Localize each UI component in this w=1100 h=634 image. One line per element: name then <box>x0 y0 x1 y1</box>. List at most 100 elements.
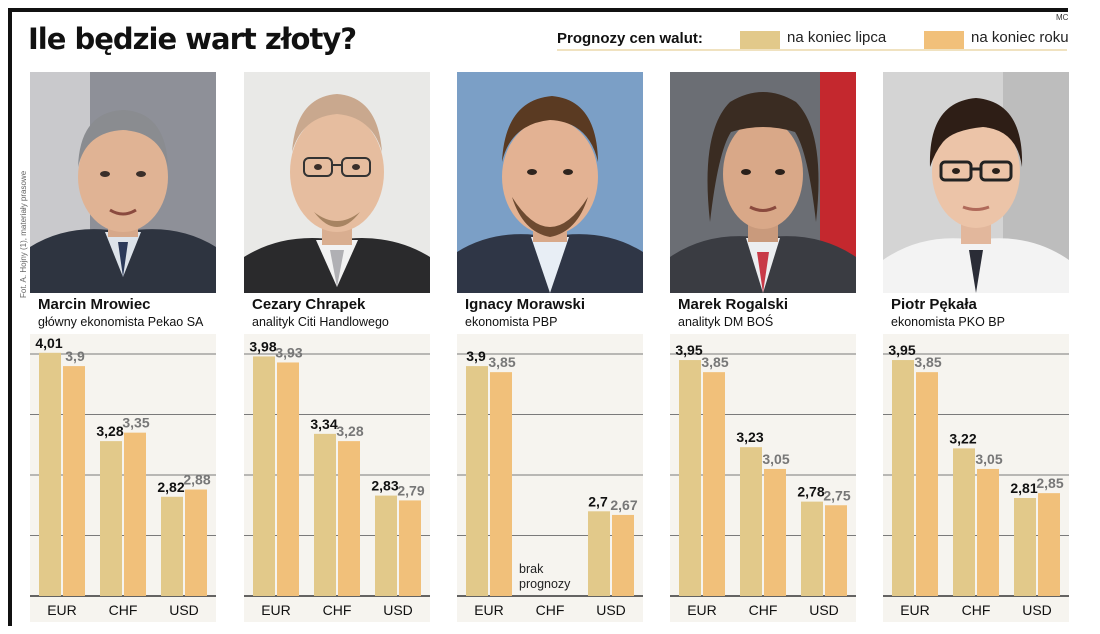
data-label: 2,88 <box>183 472 210 488</box>
data-label: 3,34 <box>310 416 337 432</box>
bar-usd-rok <box>612 514 634 596</box>
analyst-role: analityk DM BOŚ <box>678 315 774 329</box>
bar-eur-lipiec <box>892 360 914 596</box>
data-label: 3,85 <box>914 354 941 370</box>
bar-usd-lipiec <box>1014 497 1036 596</box>
analyst-role: analityk Citi Handlowego <box>252 315 389 329</box>
x-tick-label: USD <box>809 602 839 618</box>
legend-underline <box>557 49 1067 51</box>
legend-title: Prognozy cen walut: <box>557 30 703 47</box>
analyst-name: Cezary Chrapek <box>252 296 366 313</box>
analyst-name: Ignacy Morawski <box>465 296 586 313</box>
no-forecast-line: brak <box>519 562 544 576</box>
x-tick-label: CHF <box>961 602 991 618</box>
bar-chf-lipiec <box>100 441 122 596</box>
x-tick-label: CHF <box>748 602 778 618</box>
data-label: 3,05 <box>762 451 789 467</box>
forecast-chart: 3,95 3,85 3,23 3,05 2,78 2,75 EUR CHF USD <box>670 334 856 622</box>
legend-label-roku: na koniec roku <box>971 29 1069 46</box>
data-label: 3,9 <box>65 348 85 364</box>
bar-eur-lipiec <box>466 366 488 596</box>
analyst-name: Marcin Mrowiec <box>38 296 151 313</box>
analyst-panel: Ignacy Morawski ekonomista PBP 3,9 3,85 2,… <box>457 72 643 622</box>
data-label: 3,9 <box>466 348 486 364</box>
x-tick-label: USD <box>383 602 413 618</box>
x-tick-label: USD <box>169 602 199 618</box>
bar-eur-lipiec <box>253 356 275 596</box>
data-label: 2,75 <box>823 487 850 503</box>
author-credit: MC <box>1056 13 1069 22</box>
data-label: 2,79 <box>397 482 424 498</box>
x-tick-label: CHF <box>322 602 352 618</box>
data-label: 2,82 <box>157 479 184 495</box>
data-label: 3,85 <box>701 354 728 370</box>
analyst-role: ekonomista PKO BP <box>891 315 1005 329</box>
analyst-name: Piotr Pękała <box>891 296 977 313</box>
bar-chf-lipiec <box>314 433 336 596</box>
bar-eur-rok <box>277 362 299 596</box>
bar-usd-rok <box>1038 493 1060 596</box>
x-tick-label: EUR <box>474 602 504 618</box>
data-label: 2,83 <box>371 478 398 494</box>
data-label: 3,28 <box>96 423 123 439</box>
x-tick-label: CHF <box>108 602 138 618</box>
left-rule <box>8 8 12 626</box>
data-label: 3,22 <box>949 430 976 446</box>
data-label: 2,85 <box>1036 475 1063 491</box>
data-label: 3,95 <box>888 342 915 358</box>
x-tick-label: EUR <box>687 602 717 618</box>
bar-usd-lipiec <box>588 511 610 596</box>
analyst-photo <box>883 72 1069 293</box>
page-title: Ile będzie wart złoty? <box>28 22 357 56</box>
data-label: 4,01 <box>35 335 62 351</box>
forecast-chart: 4,01 3,9 3,28 3,35 2,82 2,88 EUR CHF USD <box>30 334 216 622</box>
bar-chf-lipiec <box>740 447 762 596</box>
bar-usd-rok <box>399 500 421 596</box>
bar-usd-rok <box>185 489 207 596</box>
data-label: 3,35 <box>122 415 149 431</box>
bar-eur-rok <box>916 372 938 596</box>
bar-chf-rok <box>124 432 146 596</box>
x-tick-label: USD <box>596 602 626 618</box>
bar-usd-lipiec <box>375 495 397 596</box>
x-tick-label: CHF <box>535 602 565 618</box>
top-rule <box>8 8 1068 12</box>
data-label: 3,95 <box>675 342 702 358</box>
analyst-photo <box>457 72 643 293</box>
data-label: 2,7 <box>588 493 608 509</box>
data-label: 2,81 <box>1010 480 1037 496</box>
analyst-panel: Piotr Pękała ekonomista PKO BP 3,95 3,85 3… <box>883 72 1069 622</box>
bar-eur-lipiec <box>39 352 61 596</box>
data-label: 3,85 <box>488 354 515 370</box>
data-label: 3,05 <box>975 451 1002 467</box>
forecast-chart: 3,95 3,85 3,22 3,05 2,81 2,85 EUR CHF USD <box>883 334 1069 622</box>
forecast-chart: 3,9 3,85 2,7 2,67 brak prognozy EUR CHF USD <box>457 334 643 622</box>
bar-eur-rok <box>63 366 85 596</box>
x-tick-label: EUR <box>900 602 930 618</box>
data-label: 2,78 <box>797 484 824 500</box>
analyst-photo <box>30 72 216 293</box>
x-tick-label: EUR <box>47 602 77 618</box>
no-forecast-note: brak prognozy <box>519 562 570 592</box>
bar-chf-rok <box>764 468 786 596</box>
x-tick-label: EUR <box>261 602 291 618</box>
analyst-photo <box>244 72 430 293</box>
data-label: 2,67 <box>610 497 637 513</box>
bar-usd-lipiec <box>161 496 183 596</box>
legend-swatch-roku <box>924 31 964 49</box>
bar-chf-rok <box>338 441 360 596</box>
bar-eur-rok <box>490 372 512 596</box>
analyst-panel: Marcin Mrowiec główny ekonomista Pekao S… <box>30 72 216 622</box>
bar-chf-lipiec <box>953 448 975 596</box>
forecast-chart: 3,98 3,93 3,34 3,28 2,83 2,79 EUR CHF USD <box>244 334 430 622</box>
legend-label-lipca: na koniec lipca <box>787 29 887 46</box>
no-forecast-line: prognozy <box>519 577 571 591</box>
bar-eur-rok <box>703 372 725 596</box>
bar-eur-lipiec <box>679 360 701 596</box>
data-label: 3,28 <box>336 423 363 439</box>
analyst-role: główny ekonomista Pekao SA <box>38 315 204 329</box>
x-tick-label: USD <box>1022 602 1052 618</box>
legend-swatch-lipca <box>740 31 780 49</box>
data-label: 3,98 <box>249 338 276 354</box>
bar-chf-rok <box>977 468 999 596</box>
